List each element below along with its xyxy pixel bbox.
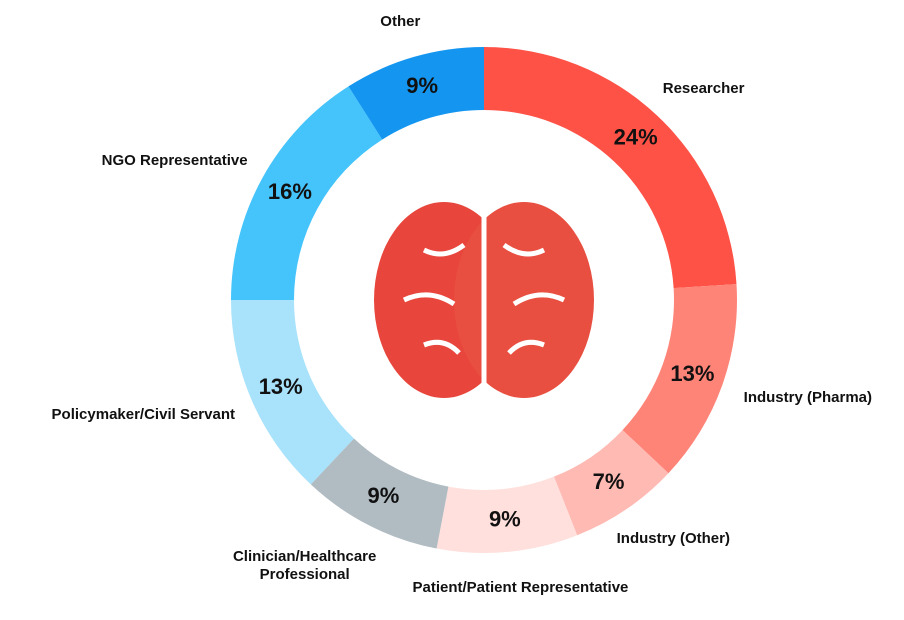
value-label: 13% [670,361,714,386]
category-label: NGO Representative [102,152,248,170]
category-label: Industry (Pharma) [744,389,872,407]
value-label: 16% [268,179,312,204]
category-label: Clinician/Healthcare Professional [190,548,420,584]
category-label: Researcher [663,80,745,98]
value-label: 13% [259,374,303,399]
chart: 24% 13% 7% 9% 9% 13% 16% 9% [0,0,904,620]
brain-illustration [374,202,594,398]
value-label: 7% [593,469,625,494]
page: 24%13%7%9%9%13%16%9% (() => { const data… [0,0,904,620]
category-label: Patient/Patient Representative [413,579,629,597]
value-label: 9% [489,506,521,531]
value-label: 24% [614,124,658,149]
value-label: 9% [368,483,400,508]
category-label: Policymaker/Civil Servant [52,406,235,424]
category-label: Industry (Other) [617,530,730,548]
category-label: Other [380,13,420,31]
value-label: 9% [406,73,438,98]
